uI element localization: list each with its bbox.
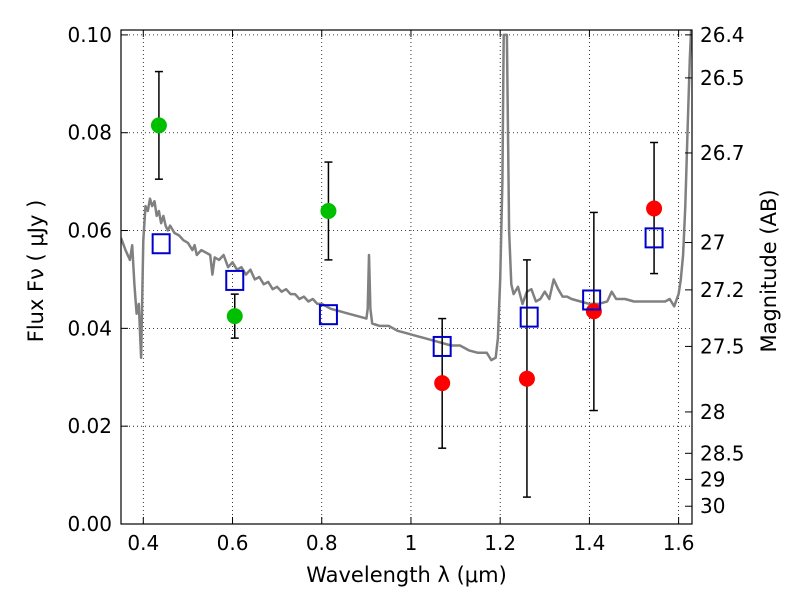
x-tick-label: 1 xyxy=(405,531,418,555)
series-layer xyxy=(121,30,692,498)
model-point xyxy=(432,335,452,357)
model-point xyxy=(519,306,539,328)
axis-ticks: 0.4 0.6 0.8 1 1.2 1.4 1.6 0.00 0.02 0.04 0.06 0.08 0… xyxy=(67,23,744,555)
y-tick-label: 0.10 xyxy=(67,23,112,47)
model-point xyxy=(582,289,602,311)
x-tick-label: 0.4 xyxy=(127,531,159,555)
right-tick-label: 28.5 xyxy=(700,441,745,465)
model-point xyxy=(318,304,338,326)
right-tick-label: 30 xyxy=(700,494,725,518)
data-point xyxy=(585,303,602,320)
y-tick-label: 0.08 xyxy=(67,121,112,145)
right-tick-label: 26.7 xyxy=(700,141,745,165)
right-axis-label: Magnitude (AB) xyxy=(757,189,781,352)
data-point xyxy=(150,117,167,134)
right-tick-label: 27 xyxy=(700,231,725,255)
y-tick-label: 0.02 xyxy=(67,414,112,438)
x-tick-label: 0.6 xyxy=(217,531,249,555)
right-tick-label: 27.2 xyxy=(700,278,745,302)
y-axis-label: Flux Fν ( μJy ) xyxy=(24,200,48,343)
spectrum-line xyxy=(121,30,692,362)
data-point xyxy=(434,375,451,392)
right-tick-label: 26.5 xyxy=(700,66,745,90)
data-point xyxy=(518,370,535,387)
data-point xyxy=(320,202,337,219)
data-point xyxy=(226,308,243,325)
model-point xyxy=(151,233,171,255)
x-tick-label: 1.2 xyxy=(484,531,516,555)
x-tick-label: 0.8 xyxy=(306,531,338,555)
plot-frame xyxy=(120,29,693,525)
data-point xyxy=(646,200,663,217)
right-tick-label: 27.5 xyxy=(700,334,745,358)
right-tick-label: 29 xyxy=(700,467,725,491)
model-point xyxy=(225,269,245,291)
y-tick-label: 0.04 xyxy=(67,316,112,340)
y-tick-label: 0.06 xyxy=(67,219,112,243)
x-axis-label: Wavelength λ (μm) xyxy=(306,563,507,587)
grid-lines xyxy=(121,30,692,525)
right-tick-label: 26.4 xyxy=(700,23,745,47)
y-tick-label: 0.00 xyxy=(67,512,112,536)
x-tick-label: 1.6 xyxy=(663,531,695,555)
x-tick-label: 1.4 xyxy=(573,531,605,555)
model-point xyxy=(644,227,664,249)
right-tick-label: 28 xyxy=(700,400,725,424)
